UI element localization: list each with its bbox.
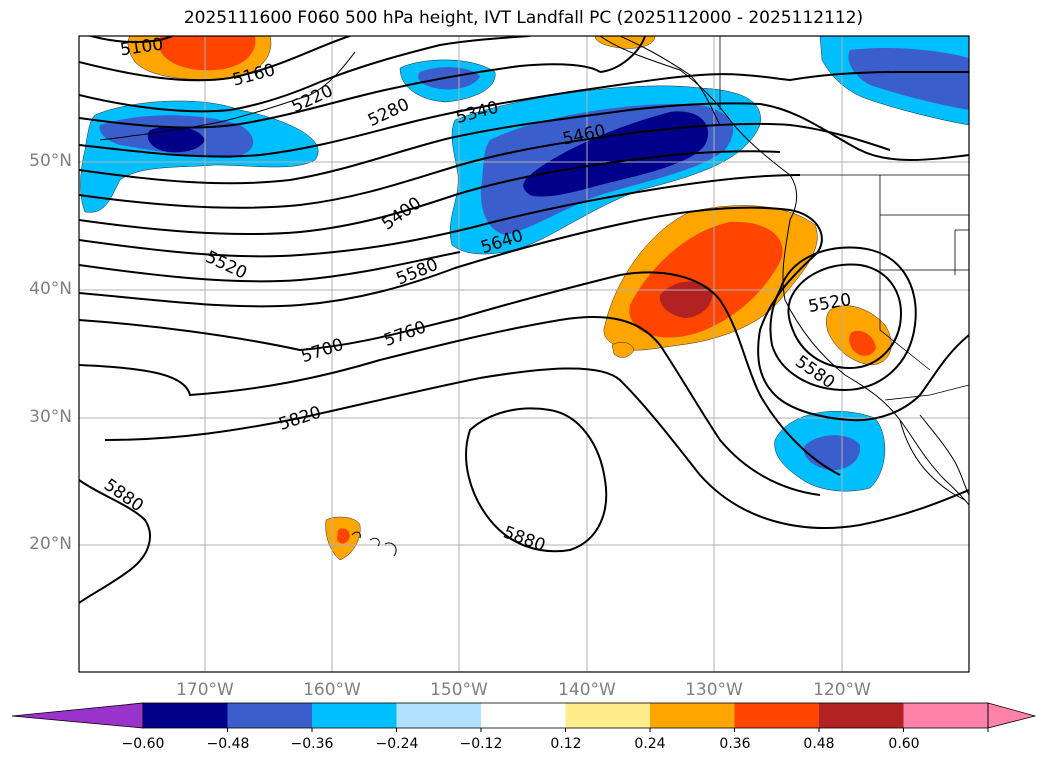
map-plot-area: 5100 5160 5220 5280 5340 5400 5460 5520 … (79, 36, 969, 672)
lat-label: 40°N (29, 279, 72, 299)
lon-label: 120°W (813, 680, 871, 700)
lat-label: 30°N (29, 407, 72, 427)
colorbar-bin (903, 703, 989, 728)
contour-5580-south (79, 251, 461, 283)
colorbar-tick-label: −0.36 (290, 736, 334, 752)
contour-5880-west (79, 479, 151, 604)
colorbar-tick-label: 0.36 (719, 736, 751, 752)
colorbar-tick-label: 0.48 (803, 736, 835, 752)
contour-5880-closed (465, 407, 608, 553)
coast-north-america (599, 36, 969, 506)
contour-5280 (79, 36, 646, 129)
map-frame (78, 35, 970, 673)
colorbar-bin (819, 703, 904, 728)
colorbar-bin (481, 703, 566, 728)
contour-5820 (104, 367, 969, 529)
colorbar-tick-label: −0.12 (459, 736, 503, 752)
hawaii-islands (351, 531, 397, 557)
colorbar-tick-label: 0.24 (634, 736, 666, 752)
graticule (79, 36, 969, 672)
colorbar-tick-label: −0.48 (206, 736, 250, 752)
ivt-neg-main-core (523, 111, 709, 197)
contour-5520-north (79, 150, 781, 236)
colorbar-tick-label: −0.24 (375, 736, 419, 752)
contour-5700 (79, 271, 841, 476)
contour-5340 (79, 71, 969, 158)
map-title: 2025111600 F060 500 hPa height, IVT Land… (183, 8, 864, 28)
political-borders (719, 36, 969, 401)
colorbar-tick-label: −0.60 (121, 736, 165, 752)
ivt-pos-bering-core (160, 36, 256, 71)
colorbar-bin (734, 703, 820, 728)
ivt-pos-landfall-core (659, 281, 713, 318)
colorbar (11, 702, 1037, 732)
ivt-neg-aleutian-core (147, 126, 205, 153)
contour-5400 (79, 102, 969, 185)
contour-5640 (79, 206, 969, 422)
ivt-negative-regions (80, 36, 969, 492)
colorbar-bin (227, 703, 313, 728)
ivt-neg-canada-mid (848, 47, 969, 110)
colorbar-bin (143, 703, 228, 728)
lon-label: 140°W (558, 680, 616, 700)
contour-5100 (87, 36, 175, 43)
colorbar-bin (650, 703, 735, 728)
border-us-mexico (884, 384, 969, 401)
coast-gulf-california (919, 414, 969, 496)
colorbar-tick-label: 0.60 (888, 736, 920, 752)
ivt-pos-hawaii-core (337, 528, 350, 544)
ivt-pos-landfall-tail (611, 342, 635, 358)
contour-5220 (79, 36, 531, 113)
colorbar-over-triangle (987, 702, 1037, 729)
colorbar-bin (312, 703, 397, 728)
coastlines (99, 36, 969, 557)
lat-label: 20°N (29, 534, 72, 554)
lon-label: 130°W (685, 680, 743, 700)
contour-5520-low (787, 263, 902, 370)
state-borders (879, 175, 969, 371)
height-contours (79, 36, 969, 604)
ivt-neg-gulf-alaska-mid (418, 67, 480, 90)
ivt-positive-regions (127, 36, 892, 561)
colorbar-bins (143, 703, 989, 728)
contour-5580-low (769, 246, 917, 392)
colorbar-tick-label: 0.12 (550, 736, 582, 752)
colorbar-under-triangle (11, 702, 144, 729)
lon-label: 150°W (430, 680, 488, 700)
contour-5760 (79, 316, 821, 496)
contour-5580-north (79, 174, 801, 258)
ivt-pos-california-core (849, 330, 876, 356)
lon-label: 170°W (176, 680, 234, 700)
colorbar-bin (396, 703, 482, 728)
contour-5460 (79, 122, 891, 209)
contour-5160 (79, 36, 351, 82)
coast-aleutians (99, 51, 356, 141)
colorbar-ticks (227, 728, 989, 732)
colorbar-bin (565, 703, 651, 728)
lat-label: 50°N (29, 151, 72, 171)
lon-label: 160°W (303, 680, 361, 700)
